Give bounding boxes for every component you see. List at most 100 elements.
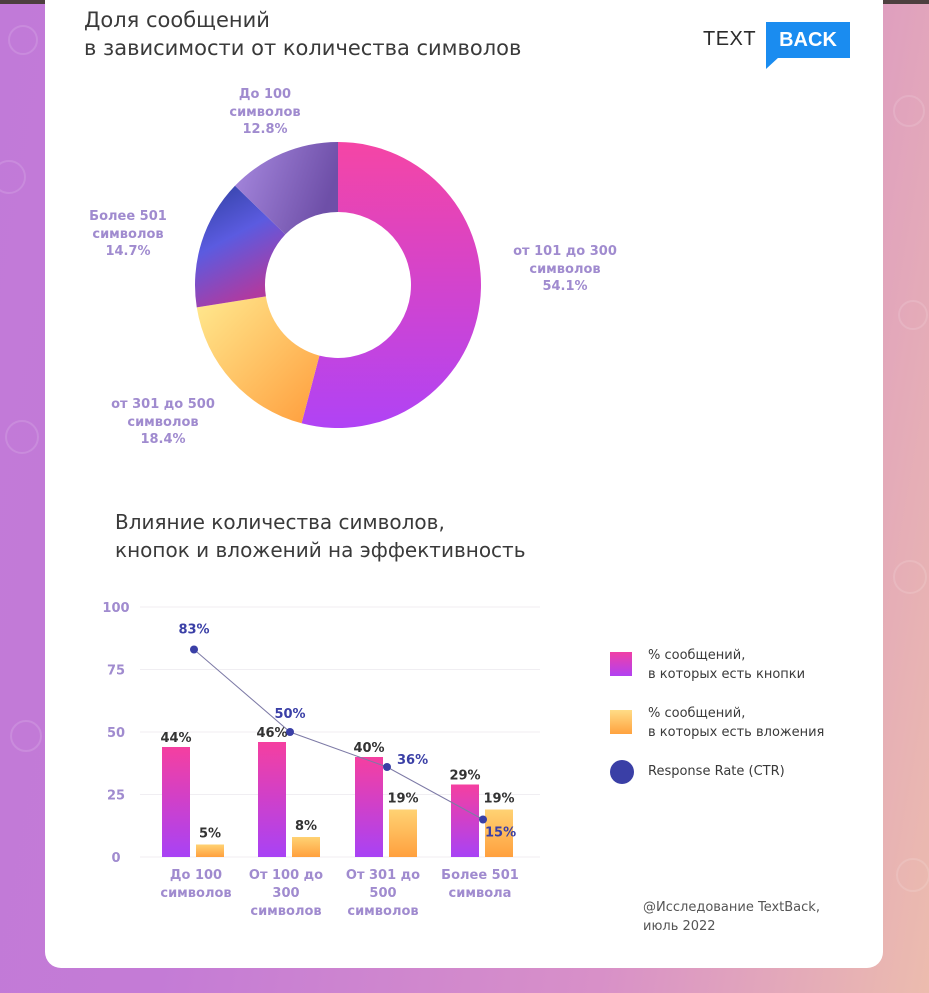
pie-value: 18.4%: [140, 432, 186, 447]
donut-slice: [234, 142, 338, 235]
pie-label-101-300: от 101 до 300 символов 54.1%: [502, 243, 628, 296]
bar-value-label: 40%: [353, 741, 384, 756]
legend-line: в которых есть кнопки: [648, 667, 806, 682]
bar-value-label: 29%: [449, 769, 480, 784]
legend-dot-icon: [610, 760, 634, 784]
credit-line: @Исследование TextBack,: [643, 900, 820, 915]
legend-label: % сообщений, в которых есть кнопки: [648, 646, 805, 684]
bar-value-label: 44%: [160, 731, 191, 746]
pie-label-line: Более 501: [89, 209, 167, 224]
pie-label-bolee-501: Более 501 символов 14.7%: [80, 208, 176, 261]
pie-value: 12.8%: [242, 122, 288, 137]
y-tick-label: 25: [107, 789, 125, 804]
donut-slice: [301, 142, 482, 429]
legend-swatch-pink: [610, 652, 632, 676]
logo-text: TEXT: [703, 28, 757, 50]
x-tick-label: До 100 символов: [141, 867, 251, 903]
bar-value-label: 46%: [256, 726, 287, 741]
legend-item-attachments: % сообщений, в которых есть вложения: [608, 704, 868, 740]
x-tick-label: От 100 до 300 символов: [231, 867, 341, 921]
donut-chart: [195, 142, 482, 429]
donut-slice: [195, 185, 286, 308]
legend-item-ctr: Response Rate (CTR): [608, 760, 868, 792]
background-pattern-icon: [10, 720, 42, 752]
legend-label: Response Rate (CTR): [648, 762, 785, 781]
ctr-value-label: 15%: [485, 826, 516, 841]
background-pattern-icon: [8, 25, 38, 55]
x-tick-line: До 100: [169, 868, 223, 883]
background-pattern-icon: [898, 300, 928, 330]
x-tick-line: 500: [369, 886, 397, 901]
legend-item-buttons: % сообщений, в которых есть кнопки: [608, 646, 868, 682]
ctr-value-label: 50%: [274, 707, 305, 722]
legend-line: Response Rate (CTR): [648, 764, 785, 779]
ctr-point: [479, 815, 487, 824]
pie-chart-title: Доля сообщений в зависимости от количест…: [84, 6, 644, 62]
pie-label-301-500: от 301 до 500 символов 18.4%: [100, 396, 226, 449]
bar-chart-title: Влияние количества символов, кнопок и вл…: [115, 508, 675, 564]
y-tick-label: 0: [111, 851, 120, 866]
donut-slice: [196, 296, 320, 424]
bar-buttons: [258, 742, 286, 857]
credit-line: июль 2022: [643, 919, 716, 934]
bar-title-line: кнопок и вложений на эффективность: [115, 538, 526, 562]
x-tick-line: символов: [160, 886, 232, 901]
ctr-point: [190, 645, 198, 654]
x-tick-label: Более 501 символа: [425, 867, 535, 903]
pie-label-line: символов: [92, 226, 164, 242]
legend-swatch-orange: [610, 710, 632, 734]
bar-value-label: 19%: [483, 792, 514, 807]
y-tick-label: 75: [107, 664, 125, 679]
ctr-value-label: 83%: [178, 623, 209, 638]
y-tick-label: 100: [102, 601, 129, 616]
bar-value-label: 19%: [387, 792, 418, 807]
x-tick-line: символов: [250, 904, 322, 919]
x-tick-line: От 301 до: [345, 868, 421, 883]
legend-label: % сообщений, в которых есть вложения: [648, 704, 824, 742]
legend-line: в которых есть вложения: [648, 725, 825, 740]
ctr-point: [286, 728, 294, 736]
bar-buttons: [162, 747, 190, 857]
x-tick-line: 300: [272, 886, 300, 901]
pie-value: 54.1%: [542, 279, 588, 294]
x-tick-line: символов: [347, 904, 419, 919]
logo-box: BACK: [766, 22, 850, 58]
y-tick-label: 50: [107, 726, 125, 741]
background-pattern-icon: [893, 560, 927, 594]
background-pattern-icon: [5, 420, 39, 454]
pie-label-do-100: До 100 символов 12.8%: [221, 86, 309, 139]
pie-title-line: в зависимости от количества символов: [84, 36, 522, 60]
pie-label-line: символов: [229, 104, 301, 120]
legend-line: % сообщений,: [648, 648, 746, 663]
bar-title-line: Влияние количества символов,: [115, 510, 445, 534]
bar-attachments: [292, 837, 320, 857]
legend-line: % сообщений,: [648, 706, 746, 721]
bar-attachments: [389, 809, 417, 857]
pie-label-line: символов: [127, 414, 199, 430]
background-pattern-icon: [896, 858, 929, 892]
x-tick-label: От 301 до 500 символов: [328, 867, 438, 921]
chart-legend: % сообщений, в которых есть кнопки % соо…: [608, 646, 868, 820]
pie-title-line: Доля сообщений: [84, 8, 270, 32]
source-credit: @Исследование TextBack, июль 2022: [643, 898, 820, 936]
x-tick-line: Более 501: [441, 868, 519, 883]
ctr-line: [193, 649, 484, 820]
bar-line-chart: 025507510044%5%46%8%40%19%29%19%83%50%36…: [102, 601, 540, 866]
x-tick-line: символа: [448, 886, 512, 901]
bar-buttons: [355, 757, 383, 857]
infographic-card: Доля сообщений в зависимости от количест…: [45, 0, 883, 968]
pie-label-line: До 100: [238, 87, 292, 102]
speech-bubble-tail-icon: [766, 57, 779, 69]
bar-buttons: [451, 784, 479, 857]
x-tick-line: От 100 до: [248, 868, 324, 883]
bar-attachments: [196, 844, 224, 857]
bar-attachments: [485, 809, 513, 857]
pie-label-line: от 101 до 300: [513, 244, 617, 259]
pie-label-line: символов: [529, 261, 601, 277]
bar-value-label: 5%: [199, 827, 221, 842]
bar-value-label: 8%: [295, 819, 317, 834]
pie-value: 14.7%: [105, 244, 151, 259]
background-pattern-icon: [0, 160, 26, 194]
background-pattern-icon: [893, 95, 925, 127]
ctr-point: [383, 763, 391, 771]
